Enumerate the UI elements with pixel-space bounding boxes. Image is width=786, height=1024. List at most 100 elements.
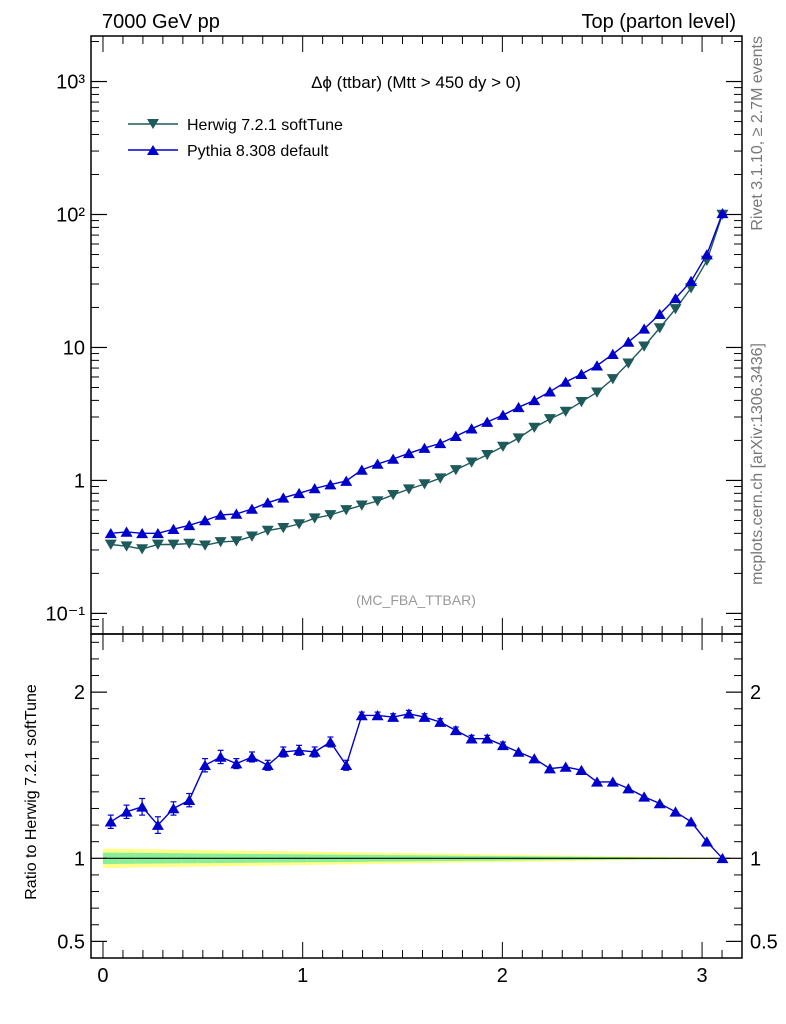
pythia-ratio-point: [559, 761, 572, 772]
herwig-point: [214, 537, 227, 548]
herwig-point: [606, 374, 619, 385]
pythia-point: [324, 479, 337, 490]
herwig-point: [465, 457, 478, 468]
pythia-ratio-point: [606, 776, 619, 787]
ratio-axis-ticks: 0.5 0.5 1 1 2 2 0 1 2 3: [57, 634, 778, 987]
main-axis-ticks: 10⁻¹ 1 10 10² 10³: [46, 36, 743, 635]
pythia-point: [496, 409, 509, 420]
herwig-point: [355, 500, 368, 511]
pythia-ratio-point: [653, 798, 666, 809]
herwig-point: [199, 540, 212, 551]
legend: Herwig 7.2.1 softTune Pythia 8.308 defau…: [128, 117, 343, 160]
herwig-point: [402, 484, 415, 495]
main-ytick-label: 10: [63, 337, 85, 359]
energy-label: 7000 GeV pp: [102, 11, 220, 33]
herwig-point: [528, 422, 541, 433]
pythia-ratio-point: [685, 816, 698, 827]
main-ytick-label: 1: [74, 470, 85, 492]
pythia-point: [700, 249, 713, 260]
pythia-ratio-point: [183, 794, 196, 805]
pythia-ratio-point: [638, 791, 651, 802]
herwig-point: [277, 523, 290, 534]
pythia-point: [559, 376, 572, 387]
pythia-ratio-point: [104, 816, 117, 827]
herwig-point: [591, 387, 604, 398]
herwig-point: [371, 496, 384, 507]
pythia-point: [543, 386, 556, 397]
pythia-point: [167, 523, 180, 534]
herwig-point: [575, 397, 588, 408]
ratio-ytick-label: 2: [74, 682, 85, 704]
herwig-point: [104, 539, 117, 550]
process-label: Top (parton level): [581, 11, 736, 33]
pythia-point: [512, 401, 525, 413]
pythia-ratio-point: [371, 710, 384, 721]
pythia-ratio-point: [669, 806, 682, 817]
pythia-ratio-point: [355, 710, 368, 721]
pythia-ratio-point: [591, 776, 604, 787]
plot-title: Δϕ (ttbar) (Mtt > 450 dy > 0): [311, 73, 521, 92]
main-series-lines: [110, 213, 724, 550]
legend-marker-herwig: [147, 119, 159, 129]
herwig-point: [496, 441, 509, 452]
pythia-point: [465, 423, 478, 434]
pythia-ratio-line: [110, 713, 723, 859]
ratio-ylabel: Ratio to Herwig 7.2.1 softTune: [23, 684, 40, 900]
pythia-point: [277, 492, 290, 503]
pythia-ratio-point: [324, 736, 337, 747]
pythia-ratio-point: [465, 733, 478, 744]
herwig-point: [669, 304, 682, 315]
pythia-point: [669, 292, 682, 304]
main-series-markers: [104, 207, 729, 555]
herwig-point: [543, 414, 556, 425]
ratio-series-markers: [104, 708, 729, 864]
herwig-point: [293, 519, 306, 530]
pythia-point: [638, 323, 651, 334]
ratio-ytick-label: 0.5: [57, 931, 85, 953]
pythia-point: [434, 437, 447, 449]
ratio-frame: [90, 633, 743, 959]
herwig-point: [418, 479, 431, 490]
herwig-point: [434, 473, 447, 484]
pythia-ratio-point: [449, 724, 462, 736]
pythia-point: [151, 527, 164, 539]
pythia-point: [402, 447, 415, 459]
pythia-ratio-point: [434, 716, 447, 727]
pythia-point: [355, 464, 368, 475]
pythia-point: [120, 526, 133, 537]
main-ytick-label: 10⁻¹: [46, 603, 86, 625]
pythia-ratio-point: [528, 753, 541, 764]
pythia-ratio-point: [199, 759, 212, 771]
legend-label-herwig: Herwig 7.2.1 softTune: [187, 117, 343, 134]
pythia-point: [606, 348, 619, 359]
herwig-point: [638, 341, 651, 352]
main-panel: 10⁻¹ 1 10 10² 10³ Δϕ (ttbar) (Mtt > 450 dy >…: [46, 35, 743, 635]
pythia-point: [245, 503, 258, 514]
pythia-point: [136, 527, 149, 539]
pythia-point: [449, 430, 462, 442]
pythia-ratio-point: [543, 763, 556, 774]
pythia-ratio-point: [308, 746, 321, 757]
pythia-point: [230, 508, 243, 519]
pythia-ratio-point: [167, 803, 180, 814]
pythia-point: [528, 394, 541, 406]
pythia-point: [340, 475, 353, 486]
pythia-ratio-point: [387, 711, 400, 722]
pythia-point: [481, 416, 494, 427]
main-ytick-label: 10²: [56, 204, 85, 226]
pythia-point: [622, 336, 635, 347]
pythia-ratio-point: [575, 764, 588, 776]
herwig-point: [308, 513, 321, 524]
ratio-ytick-label-right: 0.5: [750, 931, 778, 953]
pythia-ratio-point: [214, 751, 227, 762]
pythia-point: [104, 527, 117, 539]
pythia-point: [214, 509, 227, 520]
pythia-ratio-point: [512, 746, 525, 757]
pythia-ratio-point: [136, 801, 149, 812]
pythia-point: [308, 483, 321, 494]
herwig-point: [387, 489, 400, 501]
xtick-label: 3: [696, 965, 707, 987]
pythia-ratio-point: [261, 759, 274, 771]
analysis-watermark: (MC_FBA_TTBAR): [356, 592, 476, 608]
xtick-label: 1: [297, 965, 308, 987]
